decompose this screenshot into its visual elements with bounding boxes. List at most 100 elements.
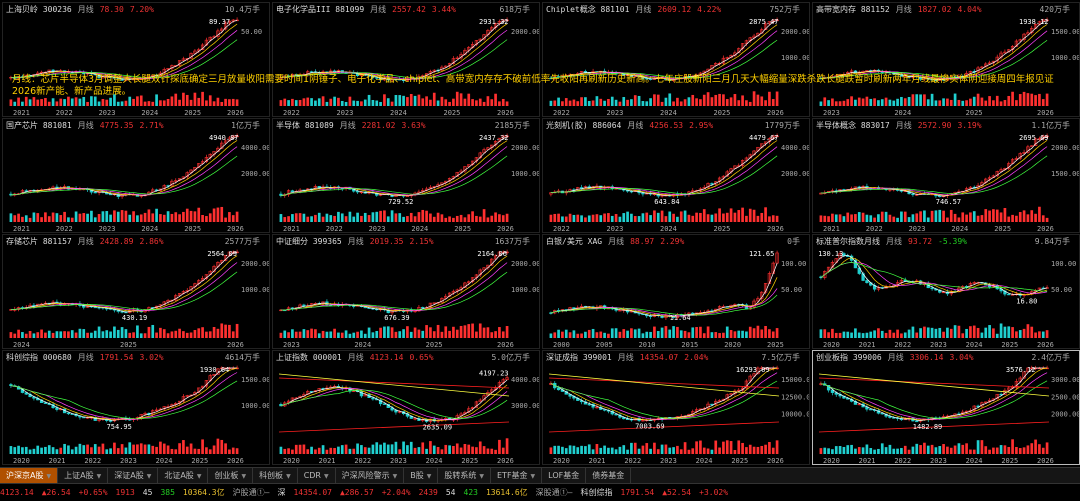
chart-panel[interactable]: 国产芯片 881081 月线 4775.35 2.71% 1亿万手 4940.87 4000…: [2, 118, 270, 233]
chevron-down-icon[interactable]: ▼: [426, 473, 432, 480]
x-year-label: 2024: [354, 341, 371, 349]
volume-bar: [212, 208, 216, 222]
volume-bar: [51, 447, 55, 454]
market-tab[interactable]: 科创板 ▼: [253, 468, 298, 483]
volume-bar: [90, 96, 93, 106]
x-year-label: 2026: [767, 457, 784, 465]
volume-bar: [193, 448, 197, 454]
chart-panel[interactable]: 半导体 881089 月线 2281.02 3.63% 2185万手 2437.32 729…: [272, 118, 540, 233]
volume-bar: [120, 210, 124, 222]
volume-bar: [584, 97, 587, 106]
chevron-down-icon[interactable]: ▼: [196, 473, 202, 480]
volume-bar: [622, 329, 626, 338]
market-tab[interactable]: 上证A股 ▼: [58, 468, 109, 483]
volume-bar: [298, 331, 302, 338]
chart-panel[interactable]: 深证成指 399001 月线 14354.07 2.04% 7.5亿万手 16293.09…: [542, 350, 810, 465]
tab-label: 沪深京A股: [6, 471, 44, 480]
volume-bar: [78, 443, 82, 454]
trend-line: [818, 377, 1050, 389]
volume-bar: [1003, 445, 1007, 454]
chart-panel[interactable]: Chiplet概念 881101 月线 2609.12 4.22% 752万手 2875.…: [542, 2, 810, 117]
candle-body: [352, 390, 356, 392]
volume-bar: [564, 216, 568, 222]
market-tab[interactable]: 沪深京A股 ▼: [0, 468, 59, 483]
market-tab[interactable]: 股转系统 ▼: [438, 468, 491, 483]
volume-bar: [838, 332, 842, 338]
market-tab[interactable]: B股 ▼: [404, 468, 439, 483]
volume-bar: [846, 99, 850, 106]
volume-bar: [406, 216, 409, 222]
market-tab[interactable]: LOF基金: [542, 468, 587, 483]
candle-body: [760, 367, 764, 370]
chevron-down-icon[interactable]: ▼: [286, 473, 291, 480]
period-label: 月线: [895, 121, 912, 130]
volume-bar: [854, 214, 857, 222]
chart-panel[interactable]: 创业板指 399006 月线 3306.14 3.04% 2.4亿万手 3576.12 14…: [812, 350, 1080, 465]
market-tab[interactable]: 北证A股 ▼: [158, 468, 209, 483]
volume-bar: [884, 211, 888, 222]
volume-bar: [490, 332, 494, 338]
chart-panel[interactable]: 标准普尔指数月线 月线 93.72 -5.39% 9.84万手 130.13 16.80 10…: [812, 234, 1080, 349]
volume-bar: [283, 330, 287, 338]
volume-bar: [838, 214, 842, 222]
candle-body: [166, 300, 170, 303]
chevron-down-icon[interactable]: ▼: [392, 473, 398, 480]
candle-body: [1007, 387, 1011, 391]
volume-bar: [501, 98, 505, 106]
volume-bar: [139, 333, 143, 338]
chevron-down-icon[interactable]: ▼: [324, 473, 329, 480]
volume-bar: [854, 99, 857, 106]
volume-bar: [691, 448, 695, 454]
volume-label: 1亿万手: [231, 121, 260, 130]
chart-panel[interactable]: 科创综指 000680 月线 1791.54 3.02% 4614万手 1930.64 75…: [2, 350, 270, 465]
volume-bar: [764, 207, 767, 222]
candle-body: [363, 394, 367, 397]
candle-body: [995, 393, 999, 400]
candle-body: [286, 190, 291, 195]
chart-panel[interactable]: 白银/美元 XAG 月线 88.97 2.29% 0手 121.65 11.64 100.00…: [542, 234, 810, 349]
chart-panel[interactable]: 存储芯片 881157 月线 2428.89 2.86% 2577万手 2564.09 43…: [2, 234, 270, 349]
volume-bar: [771, 215, 775, 222]
tab-label: 北证A股: [164, 471, 194, 480]
volume-bar: [329, 331, 333, 338]
volume-bar: [942, 331, 945, 338]
market-tab[interactable]: CDR ▼: [298, 468, 336, 483]
volume-bar: [775, 215, 779, 222]
volume-bar: [764, 100, 767, 106]
market-tab[interactable]: ETF基金 ▼: [491, 468, 543, 483]
chevron-down-icon[interactable]: ▼: [46, 473, 52, 480]
chart-panel[interactable]: 半导体概念 883017 月线 2572.90 3.19% 1.1亿万手 2695.69 7…: [812, 118, 1080, 233]
peak-label: 4479.67: [749, 134, 779, 142]
chevron-down-icon[interactable]: ▼: [241, 473, 247, 480]
low-label: 7003.69: [635, 423, 665, 431]
chart-panel[interactable]: 上证指数 000001 月线 4123.14 0.65% 5.0亿万手 4197.23 26…: [272, 350, 540, 465]
period-label: 月线: [77, 353, 94, 362]
chart-panel[interactable]: 高带宽内存 881152 月线 1827.02 4.04% 420万手 1938.12 15…: [812, 2, 1080, 117]
volume-bar: [128, 96, 132, 106]
chevron-down-icon[interactable]: ▼: [479, 473, 484, 480]
change-percent: 3.63%: [401, 121, 426, 130]
volume-bar: [926, 99, 930, 106]
volume-bar: [957, 99, 961, 106]
candle-body: [97, 74, 101, 79]
volume-bar: [13, 101, 17, 106]
chevron-down-icon[interactable]: ▼: [146, 473, 152, 480]
y-tick-label: 2500.00: [1051, 393, 1080, 401]
volume-bar: [93, 96, 97, 106]
chart-panel[interactable]: 电子化学品III 881099 月线 2557.42 3.44% 618万手 2931.3…: [272, 2, 540, 117]
volume-bar: [132, 211, 135, 222]
volume-bar: [549, 214, 553, 222]
chevron-down-icon[interactable]: ▼: [96, 473, 102, 480]
chart-panel[interactable]: 中证细分 399365 月线 2019.35 2.15% 1637万手 2164.06 67…: [272, 234, 540, 349]
market-tab[interactable]: 创业板 ▼: [208, 468, 254, 483]
volume-bar: [831, 98, 834, 106]
chart-panel[interactable]: 上海贝岭 300236 月线 78.30 7.20% 10.4万手 89.37 50.00 2…: [2, 2, 270, 117]
chart-panel[interactable]: 光刻机(胶) 886064 月线 4256.53 2.95% 1779万手 4479.67…: [542, 118, 810, 233]
market-tab[interactable]: 债券基金: [586, 468, 632, 483]
market-tab[interactable]: 沪深风险警示 ▼: [336, 468, 405, 483]
volume-bar: [768, 216, 771, 222]
y-tick-label: 2000.00: [1051, 411, 1080, 419]
market-tab[interactable]: 深证A股 ▼: [108, 468, 159, 483]
volume-label: 0手: [787, 237, 800, 246]
chevron-down-icon[interactable]: ▼: [530, 473, 536, 480]
